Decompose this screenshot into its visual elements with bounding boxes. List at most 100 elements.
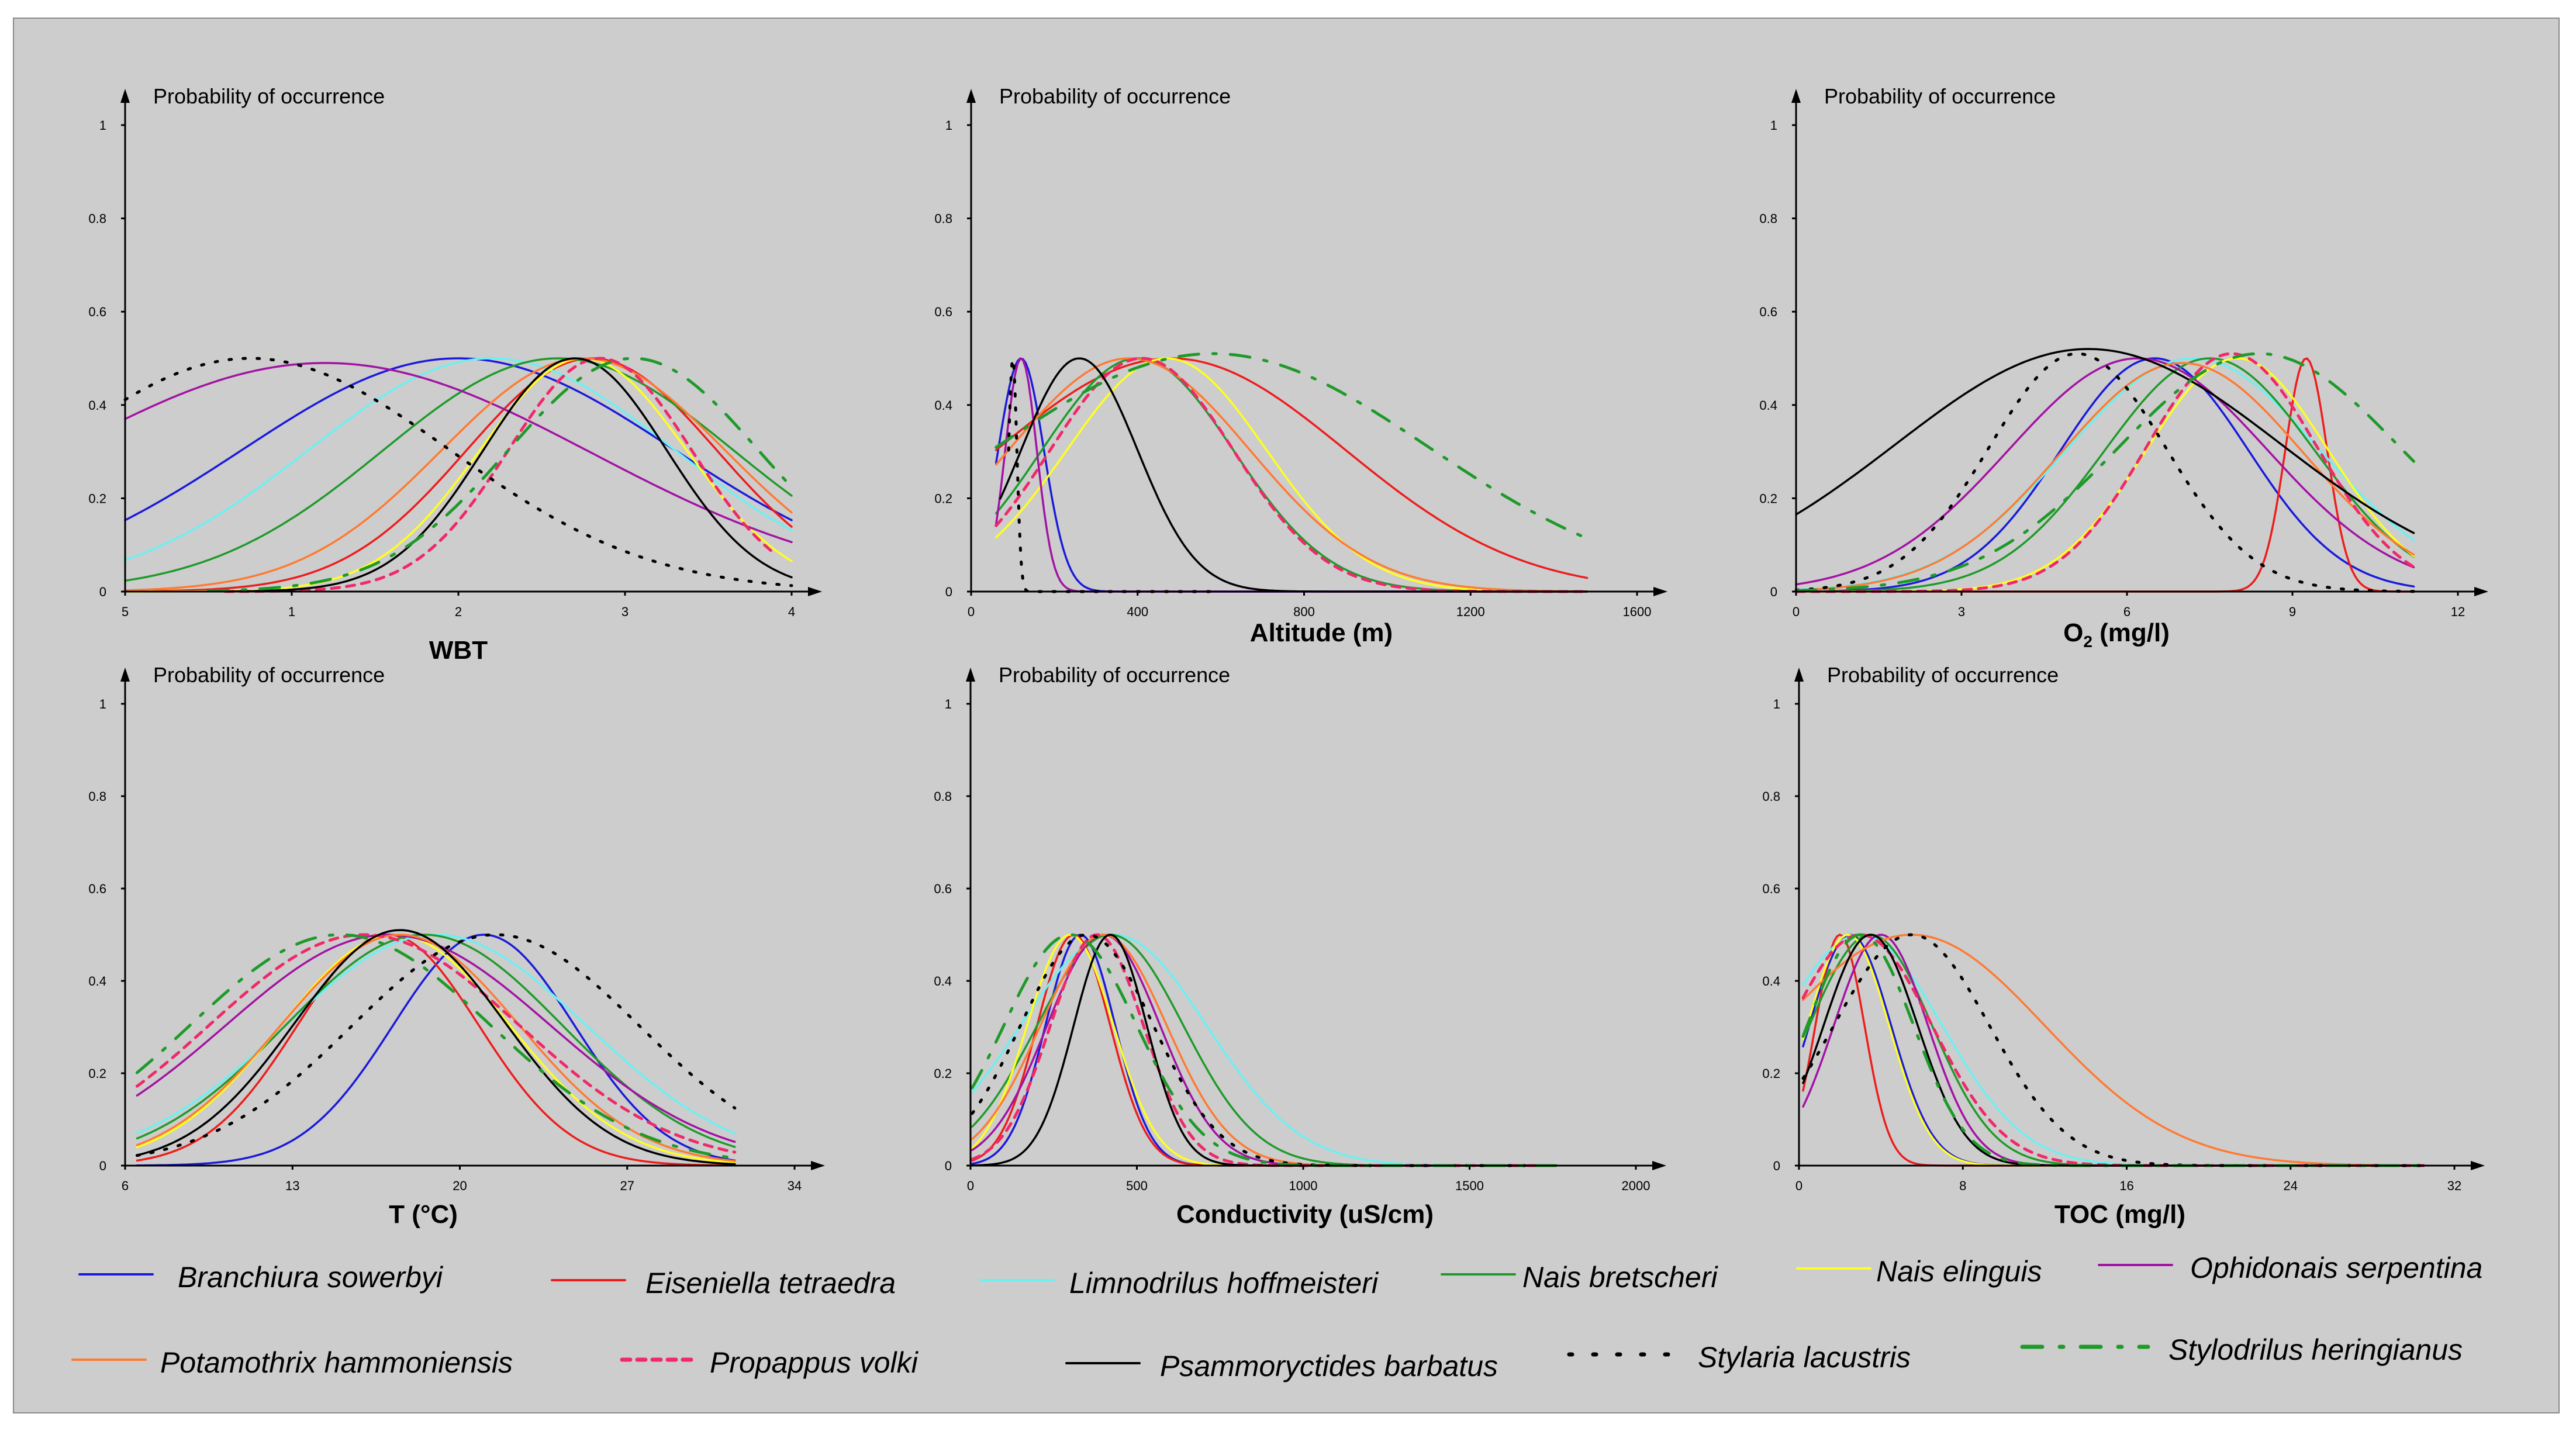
legend-label: Nais bretscheri: [1522, 1261, 1718, 1294]
y-axis-title: Probability of occurrence: [999, 663, 1230, 687]
series-line-stylodrilus-heringianus: [1794, 352, 2415, 592]
legend-item-eiseniella-tetraedra: Eiseniella tetraedra: [551, 1267, 896, 1299]
series-line-ophidonais-serpentina: [1795, 357, 2415, 586]
legend-item-stylodrilus-heringianus: Stylodrilus heringianus: [2020, 1333, 2463, 1366]
y-tick-label: 0: [945, 585, 952, 599]
x-tick-label: 4: [788, 604, 795, 619]
legend-label: Branchiura sowerbyi: [178, 1261, 444, 1294]
axes: 0 0.2 0.4 0.6 0.8 1 0 400 800 1200 1600: [934, 89, 1667, 619]
axes: 0 0.2 0.4 0.6 0.8 1 0 500 1000 1500 2000: [934, 668, 1666, 1193]
y-axis-title: Probability of occurrence: [999, 84, 1231, 108]
y-axis-title: Probability of occurrence: [153, 663, 385, 687]
x-tick-label: 500: [1126, 1178, 1148, 1193]
y-tick-label: 0: [1770, 585, 1777, 599]
y-tick-label: 0: [99, 1159, 106, 1173]
y-tick-label: 1: [1773, 697, 1780, 711]
series-line-propappus-volki: [135, 933, 737, 1154]
y-tick-label: 1: [945, 118, 952, 133]
x-axis-title: T (°C): [389, 1200, 458, 1229]
series-line-ophidonais-serpentina: [995, 357, 1589, 593]
y-tick-label: 0.6: [88, 305, 106, 319]
legend: Branchiura sowerbyi Eiseniella tetraedra L…: [71, 1252, 2482, 1382]
series-line-nais-bretscheri: [1795, 357, 2415, 593]
x-axis-arrow-icon: [808, 587, 822, 596]
series-line-potamothrix-hammoniensis: [124, 357, 793, 592]
x-tick-label: 0: [1793, 604, 1800, 619]
y-tick-label: 1: [99, 118, 106, 133]
y-tick-label: 1: [99, 697, 106, 711]
x-tick-label: 800: [1293, 604, 1315, 619]
legend-label: Nais elinguis: [1876, 1255, 2042, 1288]
y-tick-label: 0.6: [1759, 305, 1777, 319]
legend-label: Propappus volki: [710, 1346, 919, 1379]
chart-5: 0 0.2 0.4 0.6 0.8 1 0 500 1000 1500 2000 Probabilit…: [934, 663, 1666, 1229]
series-line-stylaria-lacustris: [971, 933, 1558, 1167]
x-tick-label: 1000: [1289, 1178, 1318, 1193]
series-line-stylaria-lacustris: [123, 357, 793, 587]
x-axis-title: Conductivity (uS/cm): [1176, 1200, 1434, 1229]
x-tick-label: 1600: [1623, 604, 1652, 619]
x-tick-label: 34: [788, 1178, 802, 1193]
series-line-stylodrilus-heringianus: [995, 352, 1584, 538]
legend-label: Eiseniella tetraedra: [645, 1267, 896, 1299]
legend-item-nais-bretscheri: Nais bretscheri: [1441, 1261, 1718, 1294]
chart-1: 0 0.2 0.4 0.6 0.8 1 5 1 2 3 4 Probability of occurr…: [88, 84, 822, 665]
legend-item-nais-elinguis: Nais elinguis: [1796, 1255, 2042, 1288]
y-axis-arrow-icon: [120, 89, 130, 103]
x-tick-label: 5: [122, 604, 129, 619]
y-tick-label: 0.8: [934, 212, 952, 226]
y-tick-label: 0.8: [1762, 789, 1780, 804]
legend-item-potamothrix-hammoniensis: Potamothrix hammoniensis: [71, 1346, 513, 1379]
legend-label: Limnodrilus hoffmeisteri: [1069, 1267, 1379, 1299]
y-tick-label: 0.4: [88, 974, 106, 988]
x-axis-title: Altitude (m): [1250, 618, 1393, 647]
legend-item-branchiura-sowerbyi: Branchiura sowerbyi: [78, 1261, 444, 1294]
chart-3: 0 0.2 0.4 0.6 0.8 1 0 3 6 9 12 Probability of occur…: [1759, 84, 2488, 651]
legend-label: Stylodrilus heringianus: [2168, 1333, 2463, 1366]
series-line-psammoryctides-barbatus: [224, 357, 793, 593]
y-tick-label: 0.8: [1759, 212, 1777, 226]
x-tick-label: 6: [2123, 604, 2130, 619]
legend-item-ophidonais-serpentina: Ophidonais serpentina: [2098, 1252, 2482, 1284]
legend-label: Ophidonais serpentina: [2190, 1252, 2482, 1284]
series-line-limnodrilus-hoffmeisteri: [124, 357, 793, 561]
x-axis-arrow-icon: [811, 1161, 825, 1170]
axes: 0 0.2 0.4 0.6 0.8 1 5 1 2 3 4: [88, 89, 822, 619]
x-axis-title: O2 (mg/l): [2063, 618, 2170, 651]
series-line-potamothrix-hammoniensis: [136, 934, 736, 1162]
x-tick-label: 400: [1127, 604, 1148, 619]
axes: 0 0.2 0.4 0.6 0.8 1 0 3 6 9 12: [1759, 89, 2488, 619]
x-axis-arrow-icon: [2474, 587, 2488, 596]
x-tick-label: 32: [2447, 1178, 2461, 1193]
series-line-ophidonais-serpentina: [124, 362, 793, 544]
x-tick-label: 2000: [1622, 1178, 1650, 1193]
legend-label: Potamothrix hammoniensis: [160, 1346, 513, 1379]
series-line-potamothrix-hammoniensis: [1802, 934, 2425, 1167]
x-tick-label: 20: [453, 1178, 467, 1193]
y-tick-label: 0.4: [1759, 398, 1777, 413]
legend-label: Stylaria lacustris: [1698, 1341, 1911, 1374]
legend-item-stylaria-lacustris: Stylaria lacustris: [1567, 1341, 1911, 1374]
x-tick-label: 8: [1959, 1178, 1966, 1193]
y-tick-label: 1: [1770, 118, 1777, 133]
y-axis-arrow-icon: [1794, 668, 1804, 682]
legend-label: Psammoryctides barbatus: [1160, 1350, 1498, 1382]
series-line-propappus-volki: [223, 357, 776, 593]
series-line-stylodrilus-heringianus: [1801, 933, 2425, 1167]
y-tick-label: 0: [1773, 1159, 1780, 1173]
series-line-branchiura-sowerbyi: [136, 934, 736, 1167]
x-axis-title: TOC (mg/l): [2054, 1200, 2185, 1229]
y-tick-label: 0.2: [934, 1066, 952, 1081]
y-tick-label: 0: [99, 585, 106, 599]
series-line-branchiura-sowerbyi: [995, 357, 1589, 593]
y-tick-label: 0.4: [934, 974, 952, 988]
x-tick-label: 3: [621, 604, 629, 619]
x-tick-label: 1200: [1456, 604, 1485, 619]
series-line-limnodrilus-hoffmeisteri: [971, 934, 1558, 1167]
y-tick-label: 0.2: [934, 491, 952, 506]
x-tick-label: 12: [2451, 604, 2465, 619]
x-tick-label: 24: [2284, 1178, 2298, 1193]
x-tick-label: 0: [1795, 1178, 1802, 1193]
series-line-potamothrix-hammoniensis: [1795, 362, 2415, 592]
